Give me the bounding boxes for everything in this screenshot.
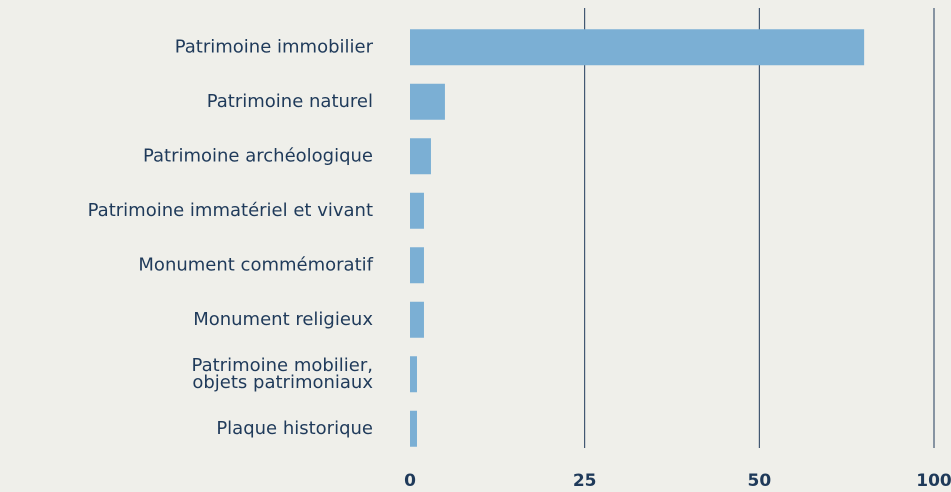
bar <box>410 410 417 447</box>
category-label: Patrimoine immatériel et vivant <box>88 200 373 221</box>
category-label: Plaque historique <box>216 418 373 439</box>
bar <box>410 356 417 393</box>
bar <box>410 247 424 284</box>
x-tick-label: 25 <box>573 471 597 491</box>
category-label: Patrimoine immobilier <box>175 36 374 57</box>
bar <box>410 301 424 338</box>
bar <box>410 29 865 66</box>
bar <box>410 83 445 120</box>
x-tick-label: 0 <box>404 471 416 491</box>
category-label: Monument commémoratif <box>138 254 373 275</box>
x-tick-label: 100 <box>916 471 951 491</box>
category-label: Patrimoine mobilier, objets patrimoniaux <box>192 355 374 393</box>
category-label: Patrimoine naturel <box>207 91 373 112</box>
bar <box>410 138 431 175</box>
category-label: Patrimoine archéologique <box>143 145 373 166</box>
category-label: Monument religieux <box>193 309 373 330</box>
bar <box>410 192 424 229</box>
x-tick-label: 50 <box>747 471 771 491</box>
